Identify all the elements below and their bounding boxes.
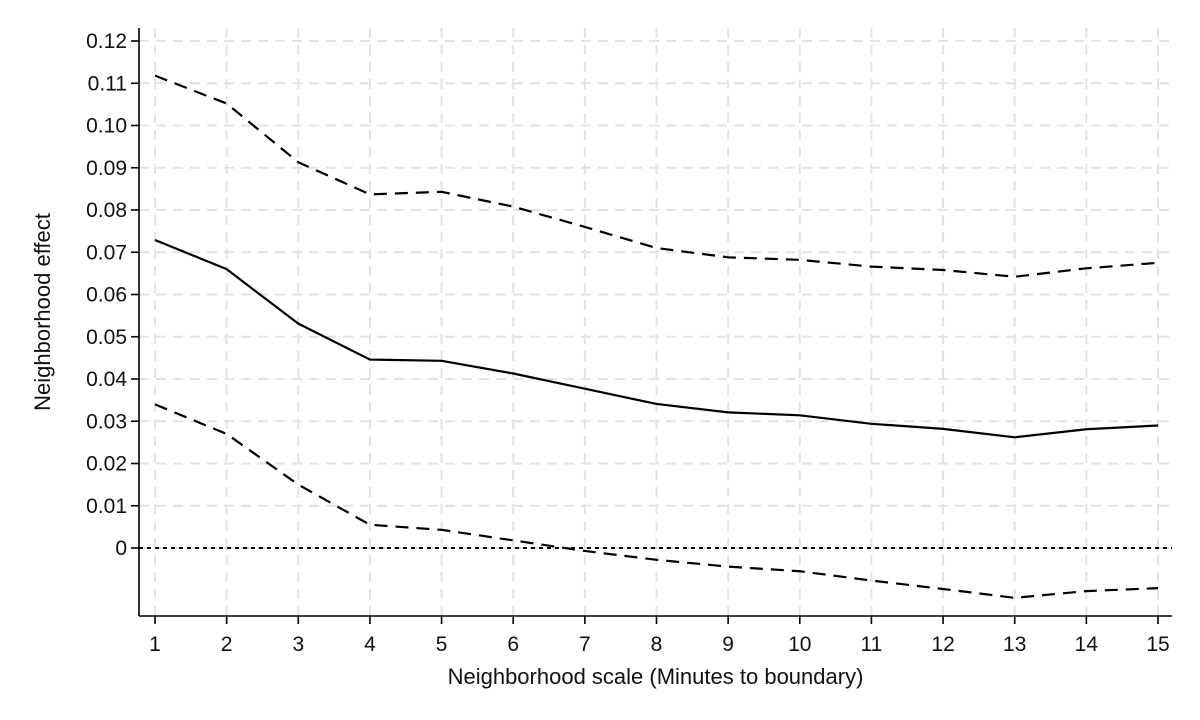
series-line-estimate bbox=[154, 238, 1159, 439]
y-tick-label: 0.08 bbox=[86, 199, 127, 222]
series-lines bbox=[154, 74, 1159, 599]
y-tick-label: 0.04 bbox=[86, 368, 127, 391]
y-tick-label: 0.05 bbox=[86, 326, 127, 349]
x-tick-label: 8 bbox=[651, 633, 663, 656]
y-axis-title: Neighborhood effect bbox=[30, 213, 55, 411]
x-tick-label: 4 bbox=[364, 633, 376, 656]
y-ticks: 0 0.01 0.02 0.03 0.04 0.05 0.06 0.07 0.08 0.09 0.1… bbox=[86, 30, 139, 560]
x-ticks: 1 2 3 4 5 6 7 8 9 10 11 12 13 14 15 bbox=[149, 616, 1170, 656]
x-tick-label: 10 bbox=[788, 633, 811, 656]
series-line-upper-bound bbox=[154, 74, 1159, 278]
y-tick-label: 0.10 bbox=[86, 115, 127, 138]
x-tick-label: 14 bbox=[1075, 633, 1099, 656]
y-tick-label: 0.09 bbox=[86, 157, 127, 180]
y-tick-label: 0.01 bbox=[86, 495, 127, 518]
x-tick-label: 13 bbox=[1003, 633, 1026, 656]
x-tick-label: 9 bbox=[722, 633, 734, 656]
y-tick-label: 0.06 bbox=[86, 284, 127, 307]
x-tick-label: 1 bbox=[149, 633, 161, 656]
series-line-lower-bound bbox=[154, 403, 1159, 599]
x-tick-label: 11 bbox=[861, 633, 883, 656]
grid bbox=[139, 28, 1172, 616]
y-tick-label: 0.02 bbox=[86, 453, 127, 476]
y-tick-label: 0.03 bbox=[86, 410, 127, 433]
x-tick-label: 5 bbox=[436, 633, 448, 656]
y-tick-label: 0.07 bbox=[86, 241, 127, 264]
y-tick-label: 0.11 bbox=[88, 72, 127, 95]
x-tick-label: 2 bbox=[221, 633, 233, 656]
y-tick-label: 0.12 bbox=[86, 30, 127, 53]
x-tick-label: 15 bbox=[1146, 633, 1169, 656]
x-tick-label: 12 bbox=[931, 633, 954, 656]
x-tick-label: 3 bbox=[292, 633, 304, 656]
x-axis-title: Neighborhood scale (Minutes to boundary) bbox=[448, 664, 864, 689]
x-tick-label: 7 bbox=[579, 633, 591, 656]
y-tick-label: 0 bbox=[115, 537, 127, 560]
x-tick-label: 6 bbox=[507, 633, 519, 656]
